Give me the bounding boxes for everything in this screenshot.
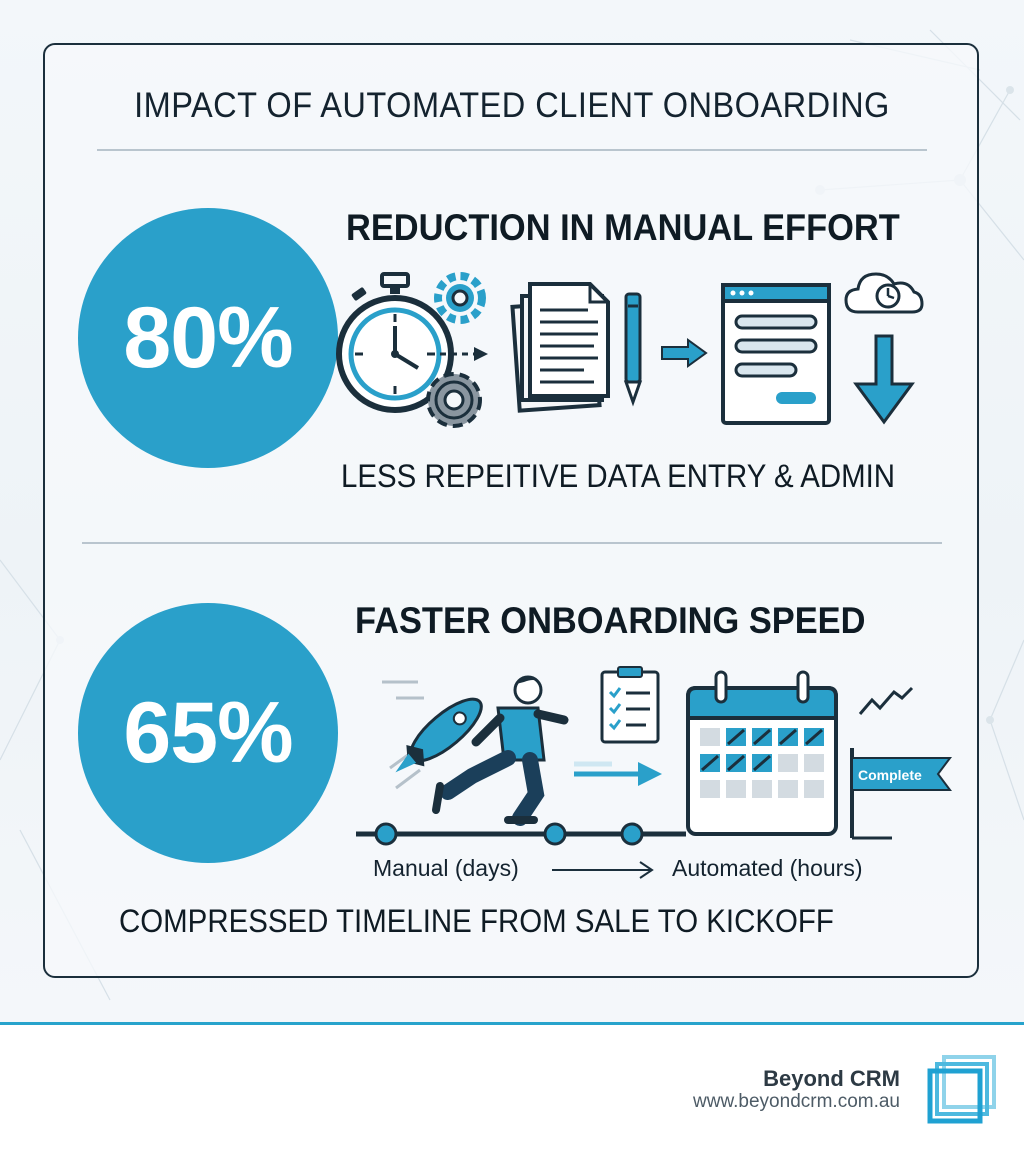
brand-name: Beyond CRM [763,1066,900,1091]
stat-value: 80% [123,289,293,386]
page-title: IMPACT OF AUTOMATED CLIENT ONBOARDING [134,86,890,125]
gear-icon [434,272,486,324]
section-heading-onboarding-speed: FASTER ONBOARDING SPEED [355,600,866,641]
timeline-track [356,822,686,846]
stopwatch-icon [336,272,488,428]
calendar-day-cell [726,780,746,798]
calendar-day-cell [804,754,824,772]
gear-icon [426,372,482,428]
stacked-squares-logo-icon [927,1055,996,1124]
timeline-to-label: Automated (hours) [672,855,863,881]
stat-circle-80: 80% [78,208,338,468]
brand-url[interactable]: www.beyondcrm.com.au [693,1091,900,1112]
rocket-runner-icon [382,675,569,826]
calendar-day-cell [778,754,798,772]
calendar-check-mark [753,754,771,772]
calendar-check-mark [753,728,771,746]
calendar-check-mark [727,728,745,746]
calendar-day-cell [700,780,720,798]
pen-icon [623,292,643,407]
arrow-right-icon [574,761,662,786]
calendar-day-cell [804,780,824,798]
calendar-icon [686,670,838,836]
timeline-arrow-icon [552,861,654,879]
flag-label: Complete [858,767,922,783]
stat-value: 65% [123,684,293,781]
cloud-clock-icon [844,272,924,425]
timeline-from-label: Manual (days) [373,855,519,881]
calendar-check-mark [779,728,797,746]
web-form-icon [721,283,831,425]
calendar-check-mark [805,728,823,746]
calendar-grid [700,728,824,798]
flag-icon: Complete [850,686,952,840]
checklist-icon [600,666,660,744]
section-subtitle-admin: LESS REPEITIVE DATA ENTRY & ADMIN [341,458,896,494]
calendar-day-cell [700,728,720,746]
calendar-day-cell [778,780,798,798]
arrow-right-icon [661,338,708,368]
trend-icon [858,686,914,715]
arrow-down-icon [853,334,915,425]
calendar-day-cell [752,780,772,798]
section-subtitle-timeline: COMPRESSED TIMELINE FROM SALE TO KICKOFF [119,903,834,939]
footer-accent-line [0,1022,1024,1025]
title-divider [97,149,927,151]
documents-icon [510,282,643,413]
calendar-check-mark [701,754,719,772]
section-heading-manual-effort: REDUCTION IN MANUAL EFFORT [346,207,900,248]
stat-circle-65: 65% [78,603,338,863]
section-divider [82,542,942,544]
calendar-check-mark [727,754,745,772]
